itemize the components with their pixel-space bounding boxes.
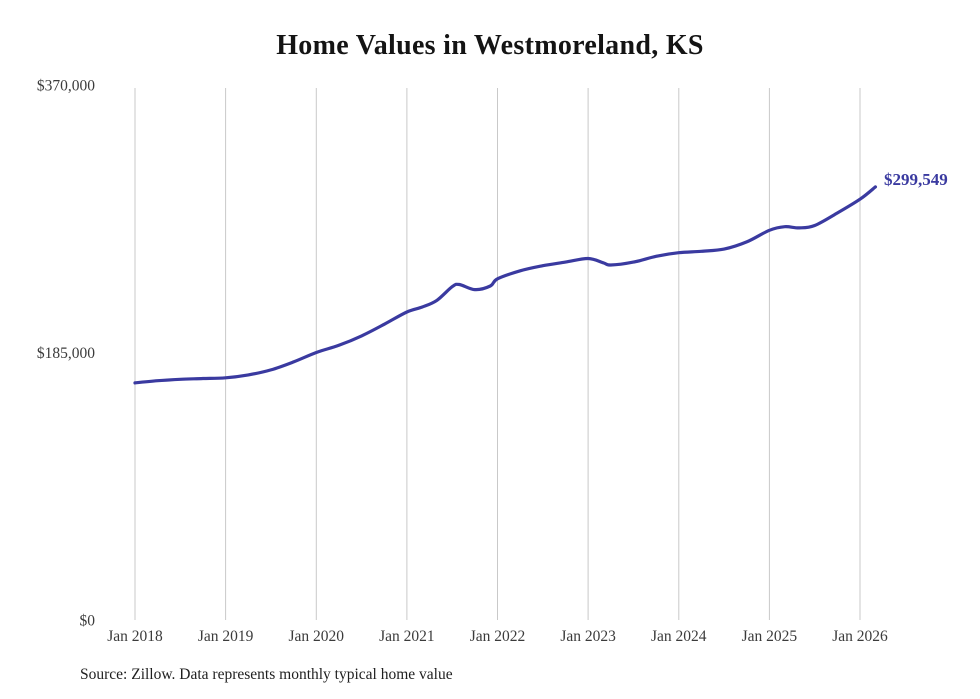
- y-tick-label: $370,000: [37, 78, 95, 95]
- x-tick-label: Jan 2026: [832, 628, 888, 645]
- x-tick-label: Jan 2025: [742, 628, 798, 645]
- gridlines: [134, 88, 861, 620]
- x-tick-label: Jan 2021: [379, 628, 435, 645]
- x-tick-label: Jan 2018: [107, 628, 163, 645]
- home-value-line: [133, 185, 877, 385]
- x-tick-label: Jan 2022: [470, 628, 526, 645]
- x-tick-label: Jan 2020: [289, 628, 345, 645]
- chart-title: Home Values in Westmoreland, KS: [276, 30, 704, 61]
- x-tick-label: Jan 2024: [651, 628, 707, 645]
- x-tick-label: Jan 2019: [198, 628, 254, 645]
- latest-value-label: $299,549: [884, 170, 948, 189]
- x-tick-label: Jan 2023: [560, 628, 616, 645]
- y-axis-tick-labels: $0 $185,000 $370,000: [37, 78, 95, 630]
- source-note: Source: Zillow. Data represents monthly …: [80, 666, 453, 683]
- x-axis-tick-labels: Jan 2018 Jan 2019 Jan 2020 Jan 2021 Jan 2022…: [107, 628, 888, 645]
- y-tick-label: $185,000: [37, 345, 95, 362]
- y-tick-label: $0: [80, 613, 96, 630]
